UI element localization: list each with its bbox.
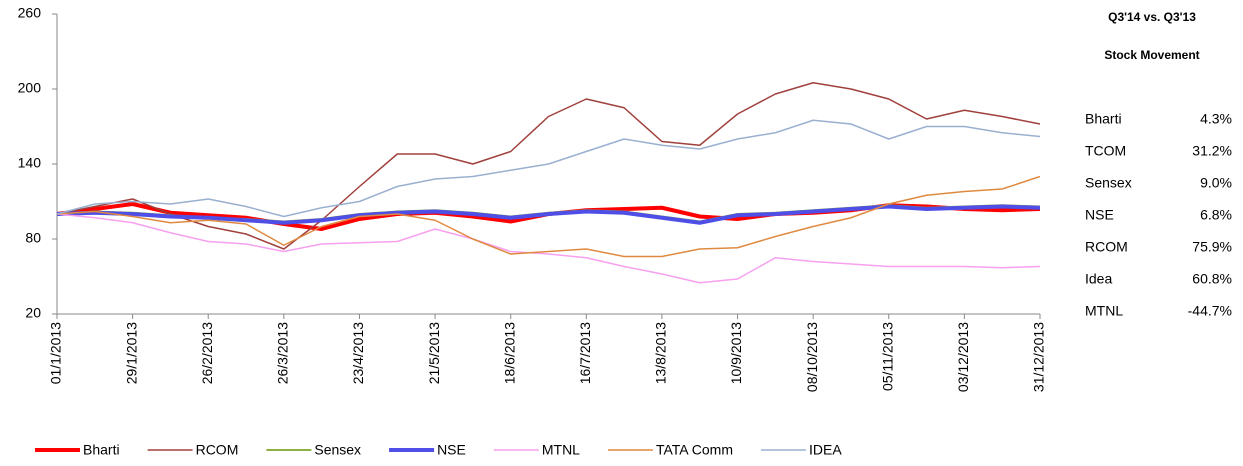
table-value: 6.8% xyxy=(1200,207,1232,223)
series-line xyxy=(56,82,1041,250)
y-tick-label: 80 xyxy=(25,230,41,246)
y-tick-label: 200 xyxy=(18,80,42,96)
x-tick-label: 31/12/2013 xyxy=(1031,322,1047,392)
series-line xyxy=(56,213,1041,284)
series-line xyxy=(56,119,1041,218)
y-tick-label: 260 xyxy=(18,5,42,21)
y-tick-label: 140 xyxy=(18,155,42,171)
table-value: 31.2% xyxy=(1192,143,1232,159)
x-tick-label: 03/12/2013 xyxy=(955,322,971,392)
x-tick-label: 26/3/2013 xyxy=(275,322,291,384)
table-value: 75.9% xyxy=(1192,239,1232,255)
table-name: NSE xyxy=(1085,207,1114,223)
legend-label: RCOM xyxy=(196,442,239,458)
y-tick-label: 20 xyxy=(25,305,41,321)
x-tick-label: 26/2/2013 xyxy=(199,322,215,384)
legend-label: NSE xyxy=(437,442,466,458)
table-name: MTNL xyxy=(1085,303,1123,319)
series-line xyxy=(56,204,1041,225)
table-subtitle: Stock Movement xyxy=(1104,48,1199,62)
legend-label: IDEA xyxy=(809,442,842,458)
series-line xyxy=(56,175,1041,258)
x-tick-label: 10/9/2013 xyxy=(728,322,744,384)
legend-label: TATA Comm xyxy=(656,442,733,458)
table-value: 9.0% xyxy=(1200,175,1232,191)
legend-label: Bharti xyxy=(83,442,120,458)
table-value: 60.8% xyxy=(1192,271,1232,287)
table-name: Bharti xyxy=(1085,111,1122,127)
table-name: Sensex xyxy=(1085,175,1132,191)
x-tick-label: 16/7/2013 xyxy=(577,322,593,384)
x-tick-label: 18/6/2013 xyxy=(501,322,517,384)
table-name: Idea xyxy=(1085,271,1112,287)
x-tick-label: 13/8/2013 xyxy=(653,322,669,384)
table-name: TCOM xyxy=(1085,143,1126,159)
table-value: 4.3% xyxy=(1200,111,1232,127)
x-tick-label: 29/1/2013 xyxy=(123,322,139,384)
table-name: RCOM xyxy=(1085,239,1128,255)
legend-label: MTNL xyxy=(542,442,580,458)
table-value: -44.7% xyxy=(1188,303,1232,319)
x-tick-label: 23/4/2013 xyxy=(350,322,366,384)
x-tick-label: 08/10/2013 xyxy=(804,322,820,392)
x-tick-label: 05/11/2013 xyxy=(879,322,895,391)
x-tick-label: 21/5/2013 xyxy=(426,322,442,384)
x-tick-label: 01/1/2013 xyxy=(48,322,64,384)
table-title: Q3'14 vs. Q3'13 xyxy=(1108,10,1196,24)
legend-label: Sensex xyxy=(314,442,361,458)
